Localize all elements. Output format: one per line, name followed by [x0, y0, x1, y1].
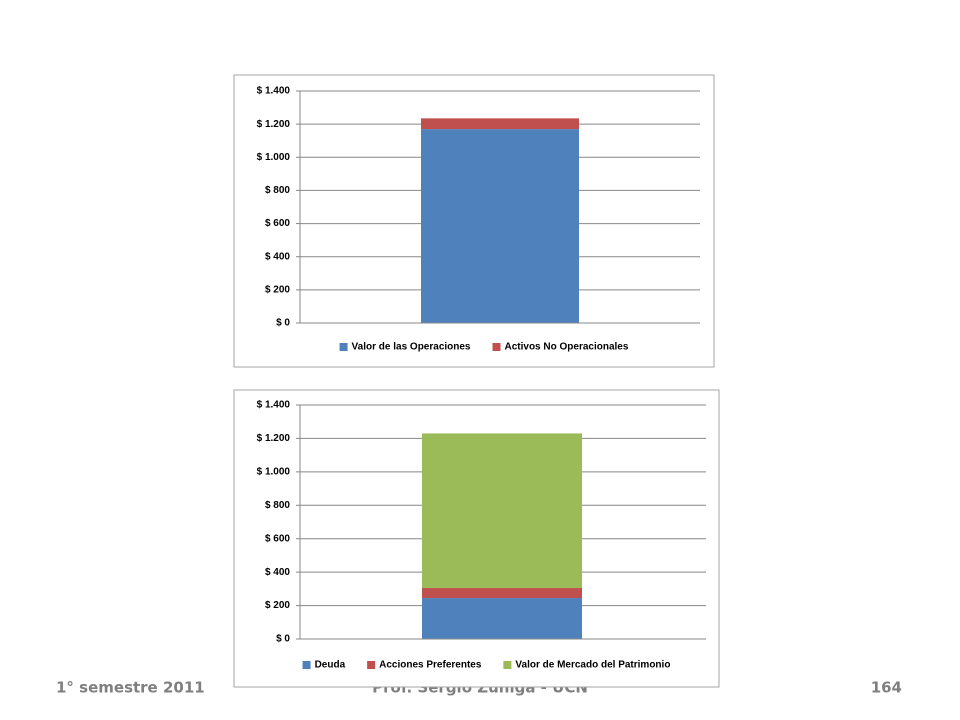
legend-label: Activos No Operacionales: [505, 342, 629, 353]
y-tick-label: $ 400: [265, 567, 290, 578]
legend-label: Valor de las Operaciones: [352, 342, 471, 353]
y-tick-label: $ 1.000: [257, 152, 291, 163]
bar-segment: [421, 129, 579, 323]
legend-swatch: [367, 661, 376, 669]
bar-segment: [422, 598, 582, 639]
legend-label: Acciones Preferentes: [379, 660, 482, 671]
legend-label: Valor de Mercado del Patrimonio: [515, 660, 670, 671]
footer-left: 1° semestre 2011: [56, 679, 205, 697]
legend-label: Deuda: [315, 660, 346, 671]
y-tick-label: $ 600: [265, 218, 290, 229]
bar-segment: [422, 588, 582, 599]
footer-right: 164: [871, 679, 902, 697]
bar-segment: [421, 118, 579, 130]
y-tick-label: $ 800: [265, 185, 290, 196]
y-tick-label: $ 1.000: [257, 466, 291, 477]
y-tick-label: $ 0: [276, 634, 290, 645]
y-tick-label: $ 1.200: [257, 433, 291, 444]
legend-swatch: [492, 343, 501, 351]
y-tick-label: $ 200: [265, 600, 290, 611]
y-tick-label: $ 200: [265, 284, 290, 295]
y-tick-label: $ 400: [265, 251, 290, 262]
y-tick-label: $ 0: [276, 318, 290, 329]
y-tick-label: $ 600: [265, 533, 290, 544]
y-tick-label: $ 1.400: [257, 400, 291, 411]
y-tick-label: $ 800: [265, 500, 290, 511]
bar-segment: [422, 433, 582, 589]
legend-swatch: [302, 661, 311, 669]
y-tick-label: $ 1.400: [257, 86, 291, 97]
legend-swatch: [339, 343, 348, 351]
legend-swatch: [503, 661, 512, 669]
y-tick-label: $ 1.200: [257, 119, 291, 130]
